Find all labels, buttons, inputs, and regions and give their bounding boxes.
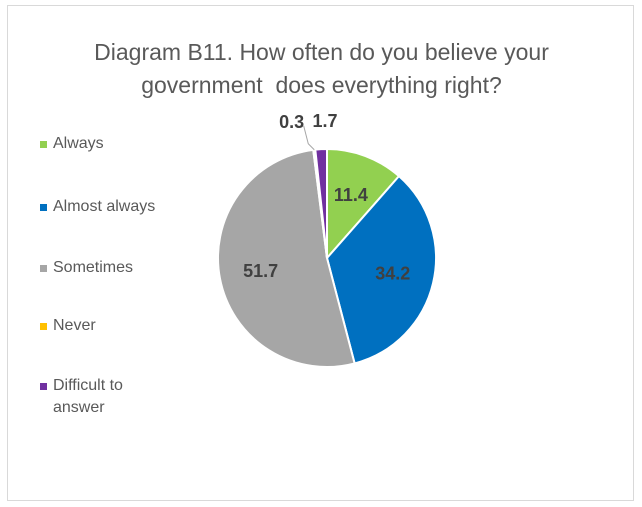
- legend-label-always: Always: [53, 135, 104, 152]
- pie-slice-sometimes: [216, 148, 356, 368]
- data-label-difficult-to-answer: 1.7: [312, 111, 337, 131]
- data-label-always: 11.4: [334, 185, 368, 205]
- leader-line-never: [303, 125, 315, 151]
- data-label-sometimes: 51.7: [243, 261, 278, 281]
- leader-lines: [303, 125, 315, 151]
- legend-item-never: Never: [40, 315, 173, 337]
- legend-label-almost-always: Almost always: [53, 198, 156, 215]
- legend-label-never: Never: [53, 317, 96, 334]
- chart-title-line-1: Diagram B11. How often do you believe yo…: [94, 39, 549, 65]
- chart-area: Diagram B11. How often do you believe yo…: [7, 5, 634, 501]
- data-labels: 11.4 34.2 51.7 0.3 1.7: [243, 111, 410, 283]
- legend-swatch-difficult-to-answer: [40, 383, 47, 390]
- legend-swatch-never: [40, 323, 47, 330]
- legend-item-sometimes: Sometimes: [40, 257, 173, 279]
- chart-title-line-2: government does everything right?: [141, 72, 502, 98]
- pie-chart: 11.4 34.2 51.7 0.3 1.7: [216, 111, 437, 368]
- pie-slice-always: [326, 147, 401, 261]
- chart-title: Diagram B11. How often do you believe yo…: [8, 36, 635, 102]
- data-label-never: 0.3: [279, 112, 304, 132]
- legend-item-always: Always: [40, 133, 173, 155]
- legend-label-sometimes: Sometimes: [53, 259, 134, 276]
- data-label-almost-always: 34.2: [375, 264, 410, 284]
- pie-slices: [216, 147, 437, 368]
- pie-slice-almost-always: [325, 174, 437, 365]
- legend-swatch-sometimes: [40, 265, 47, 272]
- legend-label-difficult-to-answer: Difficult to answer: [53, 377, 123, 416]
- legend-swatch-almost-always: [40, 204, 47, 211]
- pie-slice-difficult-to-answer: [314, 147, 328, 259]
- legend-swatch-always: [40, 141, 47, 148]
- legend-item-difficult-to-answer: Difficult to answer: [40, 375, 173, 419]
- legend-item-almost-always: Almost always: [40, 196, 173, 218]
